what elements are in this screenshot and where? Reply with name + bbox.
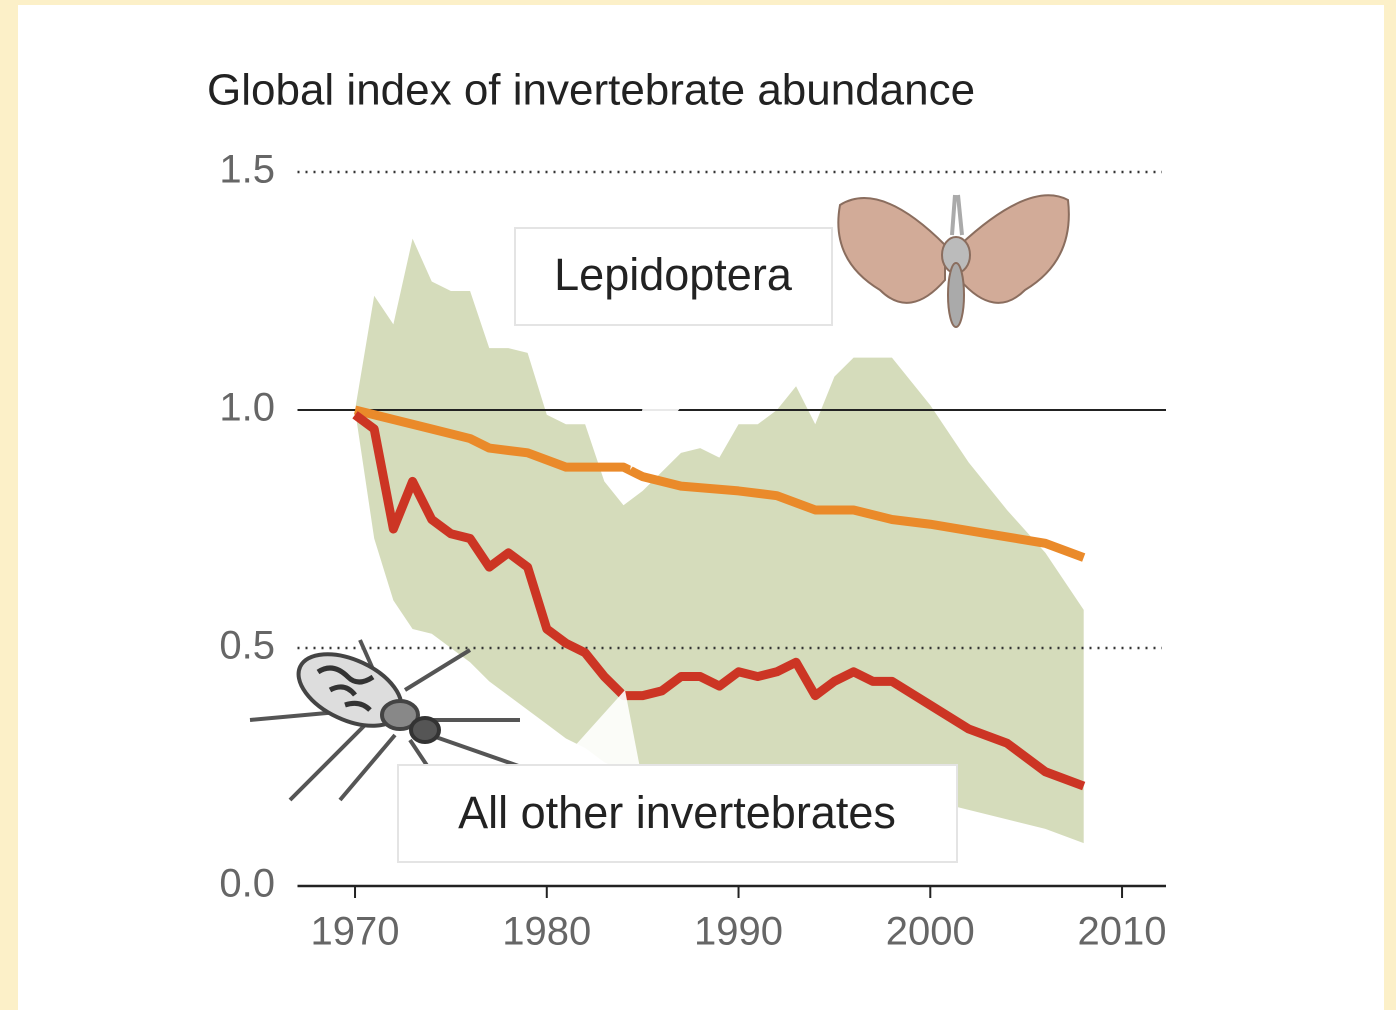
series-line — [352, 411, 1086, 791]
y-tick-label: 0.0 — [219, 862, 275, 906]
y-tick-label: 1.5 — [219, 148, 275, 192]
callout-pointer — [630, 322, 750, 470]
x-tick-label: 1990 — [694, 910, 783, 954]
y-tick-label: 1.0 — [219, 386, 275, 430]
x-tick-label: 2000 — [886, 910, 975, 954]
callout-label: Lepidoptera — [554, 249, 793, 300]
callout-box — [514, 227, 833, 326]
y-tick-label: 0.5 — [219, 624, 275, 668]
callout-label: All other invertebrates — [458, 787, 896, 838]
beetle-illustration — [249, 639, 531, 802]
callout-pointer — [555, 690, 640, 768]
x-tick-label: 1980 — [502, 910, 591, 954]
x-tick-label: 2010 — [1078, 910, 1167, 954]
moth-illustration — [837, 194, 1070, 328]
illustrations — [249, 194, 1070, 802]
callout-box — [397, 764, 958, 863]
x-tick-label: 1970 — [311, 910, 400, 954]
chart-title: Global index of invertebrate abundance — [207, 66, 975, 115]
series-line — [353, 405, 1086, 562]
